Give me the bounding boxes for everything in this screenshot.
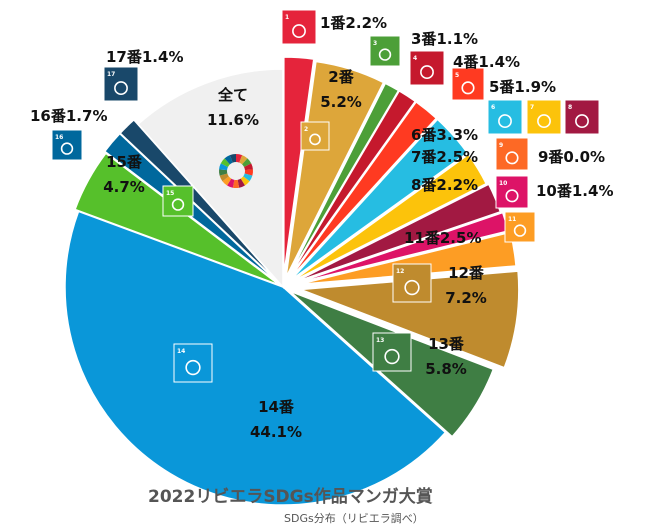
sdg-goal-15-icon: 15	[162, 185, 194, 217]
svg-text:2: 2	[304, 126, 308, 133]
pie-slice-g3	[287, 82, 400, 279]
slice-label-all: 全て	[217, 86, 248, 104]
slice-label-g15-value: 4.7%	[103, 178, 145, 196]
svg-text:7: 7	[530, 104, 534, 111]
slice-label-g17: 17番1.4%	[106, 48, 183, 66]
slice-label-g12: 12番	[448, 264, 485, 282]
slice-label-g13: 13番	[428, 335, 465, 353]
sdg-goal-14-icon: 14	[173, 343, 213, 383]
svg-text:11: 11	[508, 216, 516, 223]
slice-label-g3: 3番1.1%	[411, 30, 478, 48]
sdg-goal-6-icon: 6	[487, 99, 523, 135]
slice-label-g11: 11番2.5%	[404, 229, 481, 247]
wheel-segment	[227, 178, 235, 188]
slice-label-g6: 6番3.3%	[411, 126, 478, 144]
svg-text:16: 16	[55, 134, 63, 141]
pie-slice-g5	[288, 100, 438, 280]
svg-text:1: 1	[285, 14, 289, 21]
slice-label-g10: 10番1.4%	[536, 182, 613, 200]
wheel-segment	[229, 154, 236, 163]
svg-text:10: 10	[499, 180, 507, 187]
sdg-goal-4-icon: 4	[409, 50, 445, 86]
wheel-segment	[236, 154, 243, 163]
slice-label-g16: 16番1.7%	[30, 107, 107, 125]
sdg-goal-8-icon: 8	[564, 99, 600, 135]
pie-slice-all	[136, 68, 284, 289]
slice-label-g4: 4番1.4%	[453, 53, 520, 71]
slice-labels: 1番2.2% 2番 5.2% 3番1.1% 4番1.4% 5番1.9% 6番3.3% 7番2.…	[30, 14, 613, 441]
wheel-segment	[242, 158, 252, 167]
slice-label-g13-value: 5.8%	[425, 360, 467, 378]
slice-label-g2: 2番	[328, 68, 354, 86]
svg-text:15: 15	[166, 190, 174, 197]
chart-subtitle: SDGs分布（リビエラ調べ）	[284, 511, 424, 525]
sdg-goal-16-icon: 16	[51, 129, 83, 161]
pie-slice-g17	[119, 118, 280, 284]
wheel-segment	[239, 155, 248, 165]
wheel-segment	[224, 155, 233, 165]
svg-text:8: 8	[568, 104, 572, 111]
pie-slice-g7	[291, 153, 488, 283]
sdg-goal-7-icon: 7	[526, 99, 562, 135]
slice-label-g7: 7番2.5%	[411, 148, 478, 166]
wheel-segment	[240, 176, 250, 186]
svg-text:13: 13	[376, 337, 384, 344]
wheel-segment	[237, 178, 245, 188]
slice-label-g12-value: 7.2%	[445, 289, 487, 307]
sdg-goal-1-icon: 1	[281, 9, 317, 45]
pie-slice-g14	[64, 210, 447, 506]
pie-slice-g6	[289, 118, 469, 281]
slice-label-g5: 5番1.9%	[489, 78, 556, 96]
pie-slice-g15	[74, 152, 280, 286]
wheel-segment	[243, 173, 253, 182]
wheel-segment	[219, 163, 228, 171]
wheel-segment	[222, 176, 232, 186]
sdg-goal-2-icon: 2	[300, 121, 330, 151]
svg-text:4: 4	[413, 55, 417, 62]
sdgs-wheel-icon	[219, 154, 253, 188]
svg-text:3: 3	[373, 40, 377, 47]
wheel-segment	[232, 179, 240, 188]
pie-slice-g12	[300, 270, 520, 369]
sdg-goal-5-icon: 5	[451, 67, 485, 101]
slice-label-g15: 15番	[106, 153, 143, 171]
chart-title: 2022リビエラSDGs作品マンガ大賞	[148, 486, 433, 507]
svg-text:14: 14	[177, 348, 185, 355]
svg-text:6: 6	[491, 104, 495, 111]
pie-slice-g4	[287, 89, 417, 280]
pie-slices	[64, 56, 520, 506]
slice-label-g14: 14番	[258, 398, 295, 416]
wheel-segment	[244, 169, 253, 176]
sdg-goal-13-icon: 13	[372, 332, 412, 372]
slice-label-g14-value: 44.1%	[250, 423, 302, 441]
pie-slice-g1	[283, 56, 315, 276]
wheel-segment	[219, 169, 228, 176]
svg-text:5: 5	[455, 72, 459, 79]
svg-text:12: 12	[396, 268, 404, 275]
slice-label-g1: 1番2.2%	[320, 14, 387, 32]
wheel-segment	[220, 158, 230, 167]
sdg-goal-11-icon: 11	[504, 211, 536, 243]
pie-slice-g8	[293, 183, 502, 284]
wheel-segment	[219, 173, 229, 182]
sdg-goal-17-icon: 17	[103, 66, 139, 102]
sdg-goal-10-icon: 10	[495, 175, 529, 209]
wheel-segment	[244, 163, 253, 171]
pie-slice-g2	[285, 60, 385, 278]
slice-label-g9: 9番0.0%	[538, 148, 605, 166]
svg-text:17: 17	[107, 71, 115, 78]
sdg-goal-9-icon: 9	[495, 137, 529, 171]
slice-label-all-value: 11.6%	[207, 111, 259, 129]
svg-text:9: 9	[499, 142, 503, 149]
slice-label-g8: 8番2.2%	[411, 176, 478, 194]
sdg-goal-3-icon: 3	[369, 35, 401, 67]
sdg-goal-12-icon: 12	[392, 263, 432, 303]
slice-label-g2-value: 5.2%	[320, 93, 362, 111]
